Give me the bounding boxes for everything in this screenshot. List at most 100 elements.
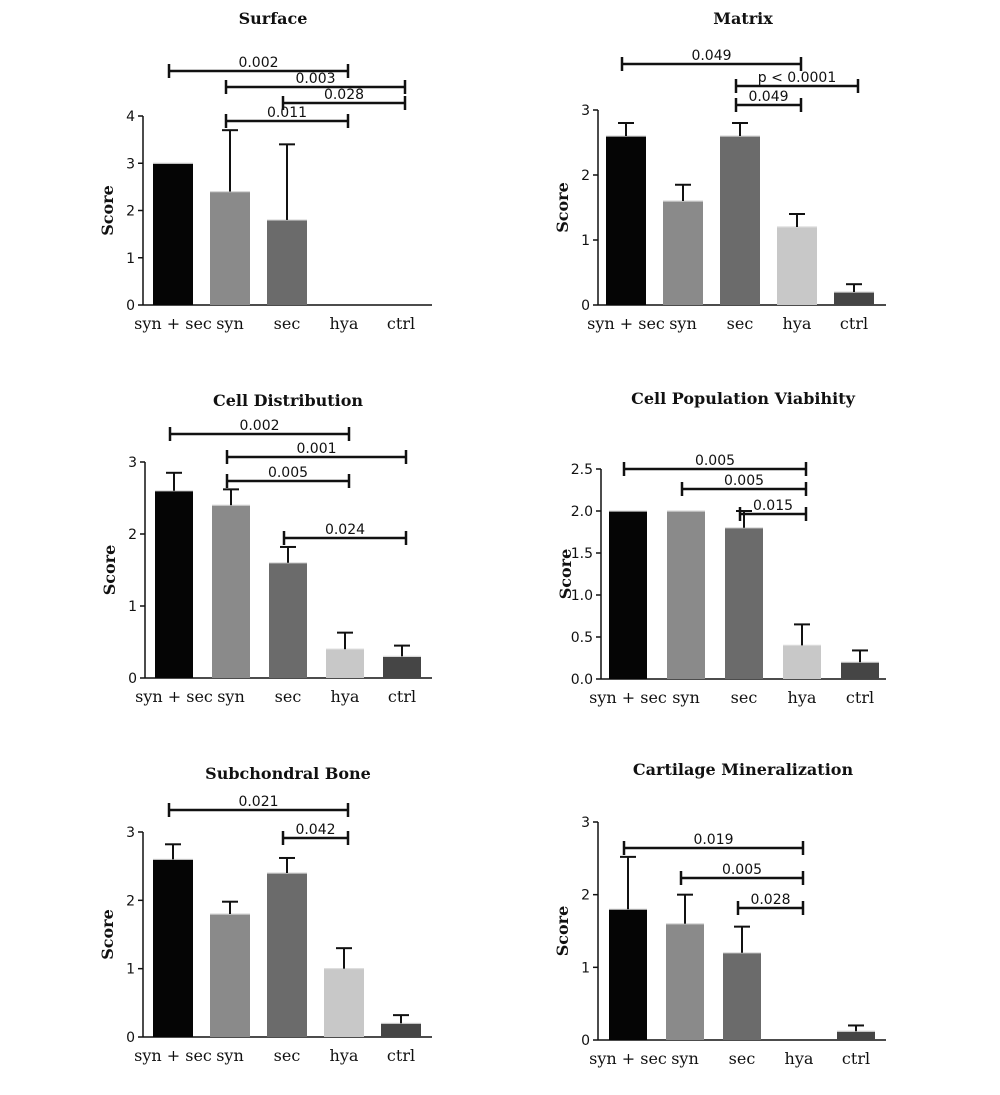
bar xyxy=(383,656,421,678)
bar xyxy=(777,227,817,305)
y-tick-label: 0 xyxy=(581,298,590,314)
significance-label: 0.028 xyxy=(324,87,364,103)
significance-label: 0.002 xyxy=(238,55,278,71)
panel-title: Subchondral Bone xyxy=(205,764,371,783)
bar xyxy=(267,219,307,305)
bar xyxy=(153,163,193,305)
y-tick-label: 1 xyxy=(126,962,135,978)
x-tick-label: hya xyxy=(785,1049,814,1068)
bar xyxy=(210,914,250,1037)
y-axis-label: Score xyxy=(100,545,119,596)
bar xyxy=(834,292,874,305)
bar xyxy=(212,505,250,678)
significance-label: 0.042 xyxy=(295,822,335,838)
x-tick-label: ctrl xyxy=(387,1046,415,1065)
y-tick-label: 0.0 xyxy=(571,672,593,688)
x-tick-label: syn xyxy=(672,688,700,707)
x-tick-label: sec xyxy=(274,1046,301,1065)
y-axis-label: Score xyxy=(98,909,117,960)
y-tick-label: 0 xyxy=(126,1030,135,1046)
y-tick-label: 2 xyxy=(581,168,590,184)
significance-label: 0.021 xyxy=(238,794,278,810)
bar xyxy=(155,490,193,678)
significance-label: 0.049 xyxy=(691,48,731,64)
significance-label: 0.011 xyxy=(267,105,307,121)
bar xyxy=(269,562,307,678)
y-tick-label: 0 xyxy=(126,298,135,314)
y-axis-label: Score xyxy=(553,906,572,957)
bar xyxy=(606,136,646,305)
y-tick-label: 2.0 xyxy=(571,504,593,520)
significance-label: 0.002 xyxy=(239,418,279,434)
x-tick-label: hya xyxy=(330,1046,359,1065)
significance-label: 0.049 xyxy=(748,89,788,105)
bar xyxy=(267,873,307,1037)
x-tick-label: hya xyxy=(330,314,359,333)
y-tick-label: 3 xyxy=(126,825,135,841)
y-tick-label: 2.5 xyxy=(571,462,593,478)
significance-label: 0.003 xyxy=(295,71,335,87)
y-tick-label: 1.5 xyxy=(571,546,593,562)
x-tick-label: sec xyxy=(275,687,302,706)
x-tick-label: syn + sec xyxy=(589,688,667,707)
y-tick-label: 3 xyxy=(126,156,135,172)
bar xyxy=(666,923,704,1040)
x-tick-label: syn xyxy=(216,1046,244,1065)
bar xyxy=(609,511,647,679)
bar xyxy=(667,511,705,679)
x-tick-label: hya xyxy=(788,688,817,707)
bar xyxy=(153,859,193,1037)
y-tick-label: 0 xyxy=(581,1033,590,1049)
significance-label: 0.005 xyxy=(724,473,764,489)
x-tick-label: syn xyxy=(669,314,697,333)
y-tick-label: 2 xyxy=(128,527,137,543)
bar xyxy=(723,952,761,1040)
significance-label: 0.005 xyxy=(722,862,762,878)
bar xyxy=(609,909,647,1040)
y-tick-label: 1 xyxy=(581,960,590,976)
panel-title: Cell Distribution xyxy=(213,391,363,410)
panel-title: Cartilage Mineralization xyxy=(633,760,854,779)
bar xyxy=(326,649,364,678)
y-tick-label: 3 xyxy=(581,815,590,831)
significance-label: 0.024 xyxy=(325,522,365,538)
significance-label: 0.028 xyxy=(750,892,790,908)
bar xyxy=(381,1023,421,1037)
panel-title: Surface xyxy=(239,9,308,28)
bar xyxy=(720,136,760,305)
y-tick-label: 1.0 xyxy=(571,588,593,604)
bar xyxy=(663,201,703,305)
y-axis-label: Score xyxy=(553,182,572,233)
y-tick-label: 3 xyxy=(581,103,590,119)
y-tick-label: 2 xyxy=(581,888,590,904)
panel-3: Cell Distribution Score 0 1 2 3 syn + sec syn se… xyxy=(100,391,432,706)
y-tick-label: 0 xyxy=(128,671,137,687)
bar xyxy=(210,191,250,305)
y-tick-label: 4 xyxy=(126,109,135,125)
y-axis-label: Score xyxy=(556,549,575,600)
significance-label: 0.005 xyxy=(695,453,735,469)
significance-label: 0.005 xyxy=(268,465,308,481)
panel-2: Matrix Score 0 1 2 3 syn + sec syn sec hya ctrl 0.0… xyxy=(553,9,886,333)
panel-title: Matrix xyxy=(713,9,773,28)
x-tick-label: syn xyxy=(671,1049,699,1068)
bar xyxy=(783,645,821,679)
x-tick-label: syn + sec xyxy=(135,687,213,706)
x-tick-label: syn + sec xyxy=(134,314,212,333)
panel-1: Surface Score 0 1 2 3 4 syn + sec syn sec hya ctrl 0… xyxy=(98,9,432,333)
y-tick-label: 1 xyxy=(126,251,135,267)
x-tick-label: sec xyxy=(729,1049,756,1068)
bar xyxy=(841,662,879,679)
significance-label: 0.001 xyxy=(296,441,336,457)
y-tick-label: 0.5 xyxy=(571,630,593,646)
y-tick-label: 1 xyxy=(128,599,137,615)
x-tick-label: syn + sec xyxy=(589,1049,667,1068)
x-tick-label: syn xyxy=(217,687,245,706)
bar xyxy=(725,527,763,679)
panel-5: Subchondral Bone Score 0 1 2 3 syn + sec syn sec… xyxy=(98,764,432,1065)
y-tick-label: 2 xyxy=(126,204,135,220)
y-axis-label: Score xyxy=(98,185,117,236)
x-tick-label: ctrl xyxy=(842,1049,870,1068)
significance-label: p < 0.0001 xyxy=(758,70,837,86)
